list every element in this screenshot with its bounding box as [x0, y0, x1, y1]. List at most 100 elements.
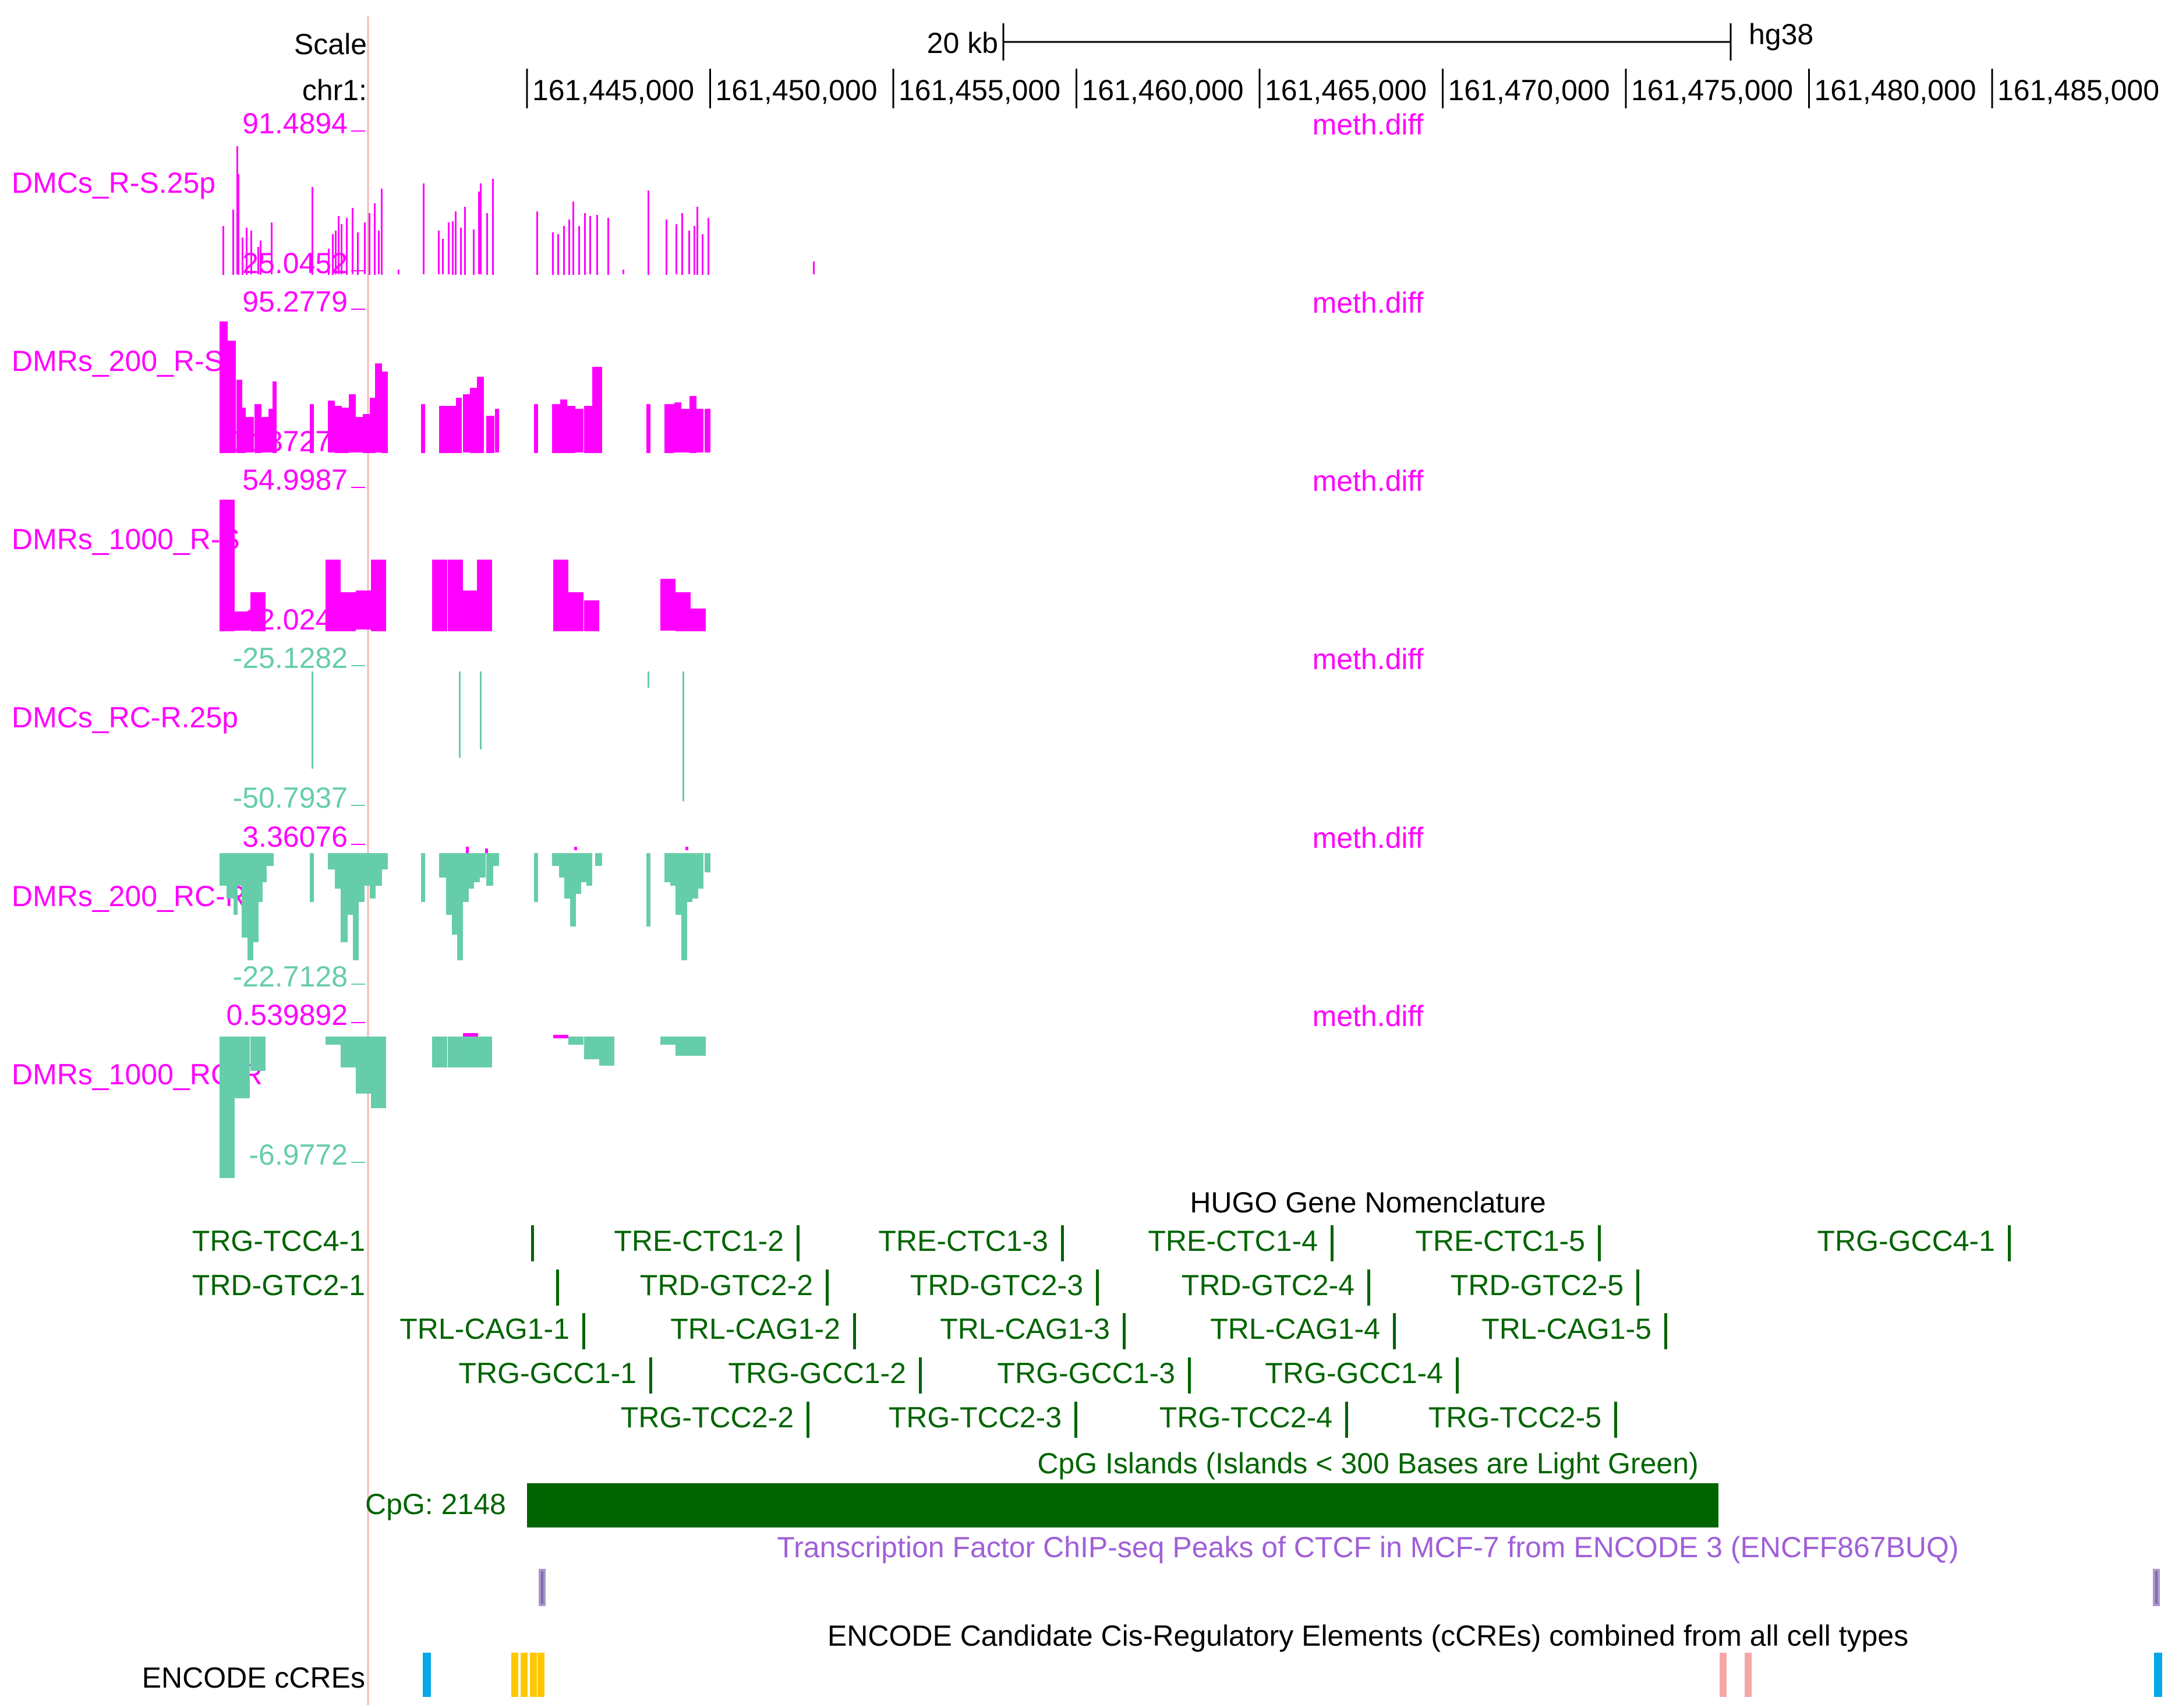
track-bar — [493, 853, 499, 866]
gene-label[interactable]: TRG-GCC1-1 — [458, 1357, 636, 1389]
cpg-island[interactable] — [527, 1483, 1718, 1527]
ctcf-peaks-track[interactable]: Transcription Factor ChIP-seq Peaks of C… — [539, 1531, 2160, 1606]
data-tracks[interactable]: 91.4894DMCs_R-S.25p25.0452meth.diff95.27… — [12, 107, 1424, 1178]
track-bar — [474, 853, 480, 882]
gene-tick — [1614, 1402, 1617, 1438]
gene-label[interactable]: TRE-CTC1-5 — [1415, 1225, 1585, 1257]
track-name[interactable]: DMCs_R-S.25p — [12, 167, 215, 199]
ccre-track[interactable]: ENCODE Candidate Cis-Regulatory Elements… — [142, 1619, 2162, 1697]
gene-label[interactable]: TRD-GTC2-5 — [1451, 1269, 1624, 1302]
gene-label[interactable]: TRG-TCC2-4 — [1159, 1401, 1332, 1434]
gene-label[interactable]: TRG-GCC1-2 — [728, 1357, 906, 1389]
gene-feature[interactable]: TRE-CTC1-5 — [1415, 1225, 1601, 1261]
gene-label[interactable]: TRL-CAG1-4 — [1210, 1313, 1380, 1345]
track-bar — [238, 174, 239, 275]
track-name[interactable]: DMRs_1000_R-S — [12, 523, 240, 556]
gene-label[interactable]: TRE-CTC1-4 — [1148, 1225, 1318, 1257]
gene-label[interactable]: TRD-GTC2-3 — [910, 1269, 1083, 1302]
gene-feature[interactable]: TRG-TCC2-4 — [1159, 1401, 1348, 1438]
gene-tick — [1664, 1313, 1667, 1349]
ccre-element[interactable] — [537, 1653, 544, 1697]
track-bar — [675, 1037, 691, 1056]
gene-label[interactable]: TRD-GTC2-1 — [192, 1269, 365, 1302]
track-dmcs-rc-r[interactable]: -25.1282 DMCs_RC-R.25p -50.7937 meth.diff — [12, 642, 1424, 814]
track-dmrs-200-rc-r[interactable]: 3.36076 DMRs_200_RC-R -22.7128 meth.diff — [12, 821, 1424, 993]
gene-feature[interactable]: TRG-TCC2-3 — [889, 1401, 1077, 1438]
gene-label[interactable]: TRD-GTC2-4 — [1182, 1269, 1354, 1302]
ctcf-peak-summit — [541, 1571, 543, 1604]
gene-feature[interactable]: TRD-GTC2-2 — [640, 1269, 829, 1306]
gene-label[interactable]: TRG-TCC4-1 — [192, 1225, 365, 1257]
gene-feature[interactable]: TRE-CTC1-4 — [1148, 1225, 1334, 1261]
track-bar-positive — [463, 1033, 478, 1037]
gene-label[interactable]: TRL-CAG1-1 — [399, 1313, 570, 1345]
ccre-element[interactable] — [511, 1653, 518, 1697]
hugo-gene-track[interactable]: HUGO Gene Nomenclature TRG-TCC4-1 TRE-CTC1… — [192, 1186, 2011, 1438]
track-bar — [470, 388, 477, 453]
ccre-element[interactable] — [1720, 1653, 1727, 1697]
gene-feature[interactable]: TRL-CAG1-4 — [1210, 1313, 1396, 1349]
gene-label[interactable]: TRG-GCC4-1 — [1817, 1225, 1995, 1257]
track-name[interactable]: DMRs_200_R-S — [12, 345, 224, 377]
gene-label[interactable]: TRG-TCC2-3 — [889, 1401, 1062, 1434]
track-bar — [705, 853, 710, 872]
gene-feature[interactable]: TRE-CTC1-3 — [878, 1225, 1064, 1261]
ccre-label[interactable]: ENCODE cCREs — [142, 1661, 365, 1694]
track-name[interactable]: DMCs_RC-R.25p — [12, 701, 238, 734]
gene-feature[interactable]: TRG-GCC1-1 — [458, 1357, 652, 1394]
gene-feature[interactable]: TRD-GTC2-1 — [192, 1269, 559, 1306]
gene-feature[interactable]: TRD-GTC2-5 — [1451, 1269, 1639, 1306]
gene-feature[interactable]: TRG-TCC2-2 — [621, 1401, 809, 1438]
track-bar — [664, 404, 674, 453]
ccre-element[interactable] — [521, 1653, 528, 1697]
gene-feature[interactable]: TRG-TCC4-1 — [192, 1225, 534, 1261]
gene-label[interactable]: TRG-GCC1-3 — [997, 1357, 1175, 1389]
ruler-track[interactable]: Scale 20 kb hg38 chr1: 161,445,000 161,450,00… — [294, 18, 2159, 108]
track-bar — [263, 853, 267, 882]
gene-tick — [853, 1313, 856, 1349]
track-bar — [696, 409, 703, 452]
gene-label[interactable]: TRL-CAG1-5 — [1481, 1313, 1651, 1345]
gene-feature[interactable]: TRG-TCC2-5 — [1428, 1401, 1617, 1438]
gene-feature[interactable]: TRG-GCC1-3 — [997, 1357, 1191, 1394]
track-bar — [534, 853, 538, 902]
gene-feature[interactable]: TRG-GCC1-4 — [1265, 1357, 1459, 1394]
cpg-label[interactable]: CpG: 2148 — [365, 1488, 506, 1520]
gene-label[interactable]: TRE-CTC1-2 — [614, 1225, 784, 1257]
track-bar — [235, 1037, 250, 1098]
ctcf-title: Transcription Factor ChIP-seq Peaks of C… — [777, 1531, 1958, 1564]
gene-feature[interactable]: TRD-GTC2-4 — [1182, 1269, 1370, 1306]
ccre-element[interactable] — [423, 1653, 431, 1697]
gene-feature[interactable]: TRL-CAG1-3 — [940, 1313, 1126, 1349]
track-bar — [559, 853, 565, 878]
gene-feature[interactable]: TRL-CAG1-2 — [670, 1313, 856, 1349]
gene-label[interactable]: TRL-CAG1-2 — [670, 1313, 840, 1345]
track-bar — [356, 590, 371, 630]
ccre-element[interactable] — [1745, 1653, 1752, 1697]
gene-label[interactable]: TRG-TCC2-2 — [621, 1401, 794, 1434]
ccre-element[interactable] — [530, 1653, 537, 1697]
gene-feature[interactable]: TRD-GTC2-3 — [910, 1269, 1099, 1306]
gene-label[interactable]: TRD-GTC2-2 — [640, 1269, 813, 1302]
gene-feature[interactable]: TRG-GCC4-1 — [1817, 1225, 2011, 1261]
gene-feature[interactable]: TRE-CTC1-2 — [614, 1225, 800, 1261]
track-bar — [648, 671, 649, 688]
gene-label[interactable]: TRE-CTC1-3 — [878, 1225, 1048, 1257]
gene-feature[interactable]: TRL-CAG1-1 — [399, 1313, 585, 1349]
track-name[interactable]: DMRs_200_RC-R — [12, 880, 246, 913]
track-bar — [660, 579, 675, 631]
gene-feature[interactable]: TRL-CAG1-5 — [1481, 1313, 1667, 1349]
gene-label[interactable]: TRG-GCC1-4 — [1265, 1357, 1443, 1389]
gene-label[interactable]: TRL-CAG1-3 — [940, 1313, 1110, 1345]
cpg-islands-track[interactable]: CpG Islands (Islands < 300 Bases are Lig… — [365, 1447, 1718, 1527]
track-bar — [364, 853, 370, 886]
ccre-element[interactable] — [2154, 1653, 2162, 1697]
gene-feature[interactable]: TRG-GCC1-2 — [728, 1357, 922, 1394]
gene-label[interactable]: TRG-TCC2-5 — [1428, 1401, 1601, 1434]
